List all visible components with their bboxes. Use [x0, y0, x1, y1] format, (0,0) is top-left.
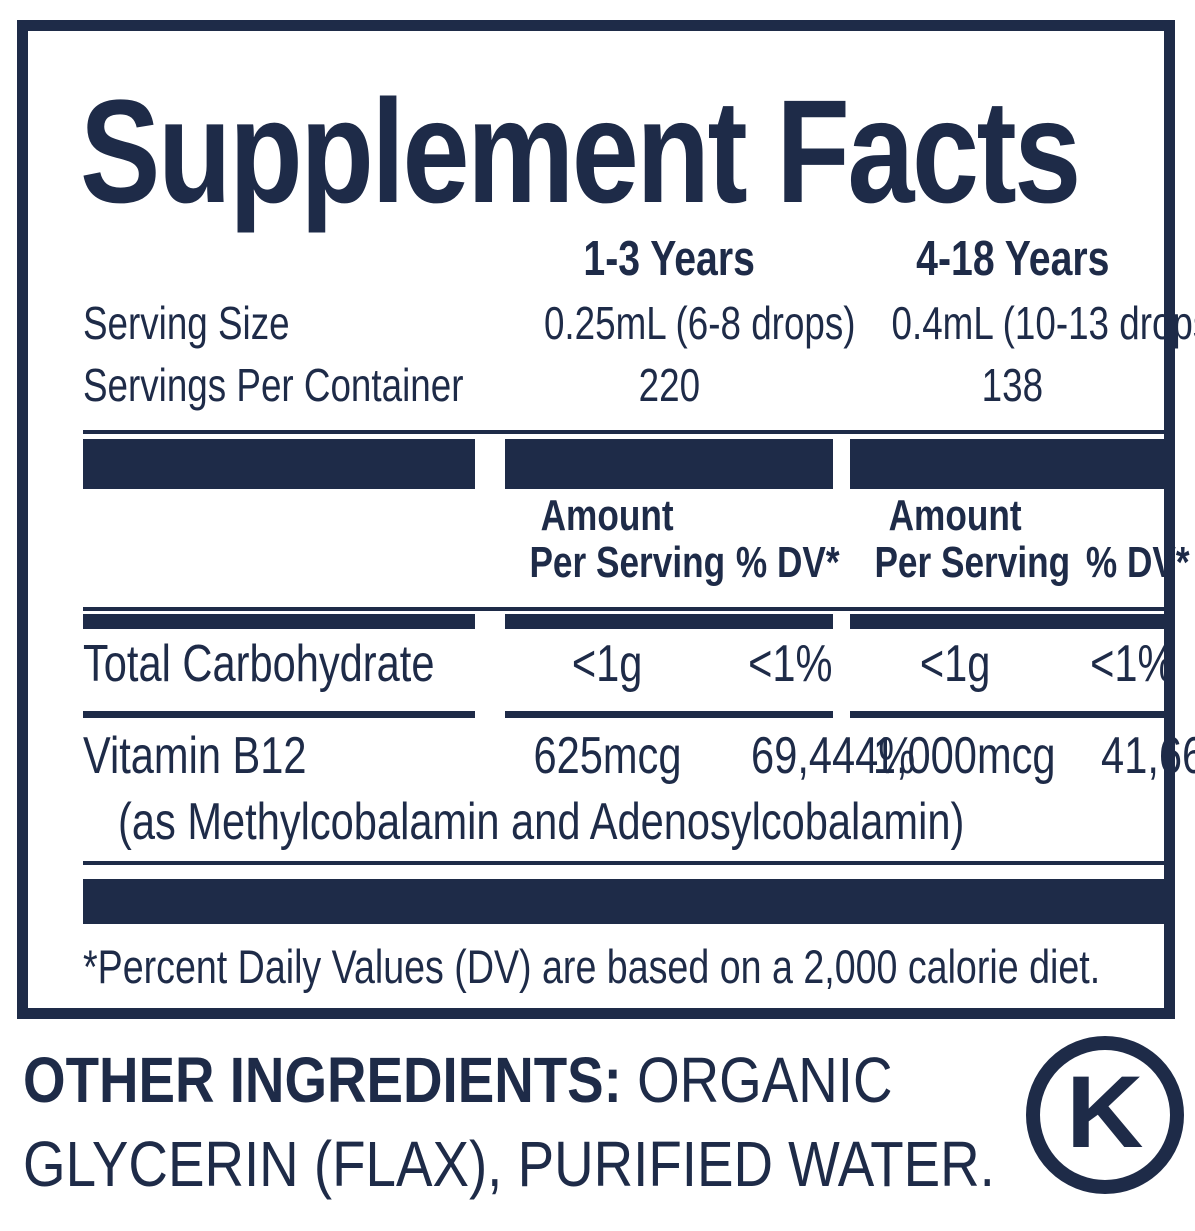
b12-amount-1: 625mcg [533, 727, 682, 785]
age-column-header-2: 4-18 Years [915, 232, 1110, 286]
b12-amount-2: 1,000mcg [872, 727, 1056, 785]
panel-title: Supplement Facts [80, 73, 1180, 232]
panel-title-text: Supplement Facts [80, 70, 1081, 234]
dv-header-1: % DV* [735, 538, 840, 587]
carbohydrate-dv-1: <1% [748, 635, 833, 693]
b12-dv-1: 69,444% [751, 727, 916, 785]
supplement-facts-panel: Supplement Facts 1-3 Years 4-18 Years Se… [17, 20, 1195, 1019]
thin-bar-column-2 [850, 614, 1175, 629]
nutrient-name-b12: Vitamin B12 [83, 727, 307, 785]
b12-dv-2: 41,667% [1101, 727, 1195, 785]
other-ingredients-text: ORGANIC GLYCERIN (FLAX), PURIFIED WATER. [23, 1044, 995, 1201]
age-column-header-1: 1-3 Years [583, 232, 755, 286]
amount-header-1-line1: Amount [541, 491, 674, 540]
kosher-k-letter: K [1066, 1055, 1144, 1169]
other-ingredients: OTHER INGREDIENTS: ORGANIC GLYCERIN (FLA… [23, 1038, 1023, 1207]
amount-header-2-line1: Amount [888, 491, 1022, 540]
bar-column-1 [505, 439, 833, 489]
servings-per-container-value-2: 138 [981, 359, 1044, 411]
carbohydrate-amount-1: <1g [572, 635, 643, 693]
serving-size-value-1: 0.25mL (6-8 drops) [543, 297, 856, 349]
servings-per-container-label: Servings Per Container [83, 359, 464, 411]
thin-bar-label-column [83, 614, 475, 629]
dv-header-2: % DV* [1085, 538, 1190, 587]
bottom-bar [83, 879, 1175, 924]
bar-column-2 [850, 439, 1175, 489]
amount-header-2-line2: Per Serving [874, 538, 1071, 587]
rule-above-bottom-bar [83, 861, 1175, 865]
separator-column-2 [850, 711, 1175, 718]
servings-per-container-value-1: 220 [638, 359, 700, 411]
kosher-certification-icon: K [1026, 1036, 1184, 1194]
separator-label-column [83, 711, 475, 718]
carbohydrate-amount-2: <1g [919, 635, 991, 693]
rule-above-bars [83, 430, 1175, 434]
dv-footnote: *Percent Daily Values (DV) are based on … [83, 940, 1101, 993]
b12-form: (as Methylcobalamin and Adenosylcobalami… [118, 793, 965, 851]
carbohydrate-dv-2: <1% [1090, 635, 1175, 693]
nutrient-name-carbohydrate: Total Carbohydrate [83, 635, 435, 693]
rule-above-thin-bars [83, 607, 1175, 611]
thin-bar-column-1 [505, 614, 833, 629]
serving-size-label: Serving Size [83, 297, 290, 349]
separator-column-1 [505, 711, 833, 718]
amount-header-1-line2: Per Serving [529, 538, 726, 587]
other-ingredients-label: OTHER INGREDIENTS: [23, 1044, 622, 1116]
serving-size-value-2: 0.4mL (10-13 drops) [891, 297, 1195, 349]
bar-label-column [83, 439, 475, 489]
